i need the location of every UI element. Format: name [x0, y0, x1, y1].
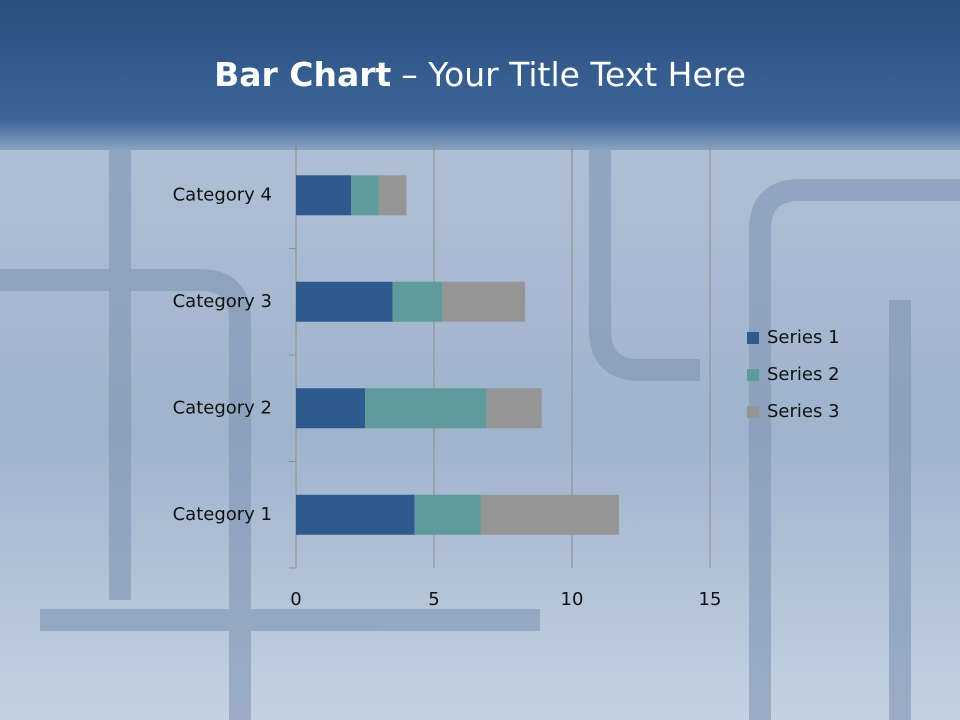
bar-segment [480, 494, 619, 535]
y-tick-label: Category 1 [173, 504, 272, 525]
title-rest: – Your Title Text Here [401, 55, 746, 94]
legend-label: Series 2 [767, 364, 840, 385]
bar-segment [296, 175, 352, 216]
legend-label: Series 3 [767, 401, 840, 422]
bar-segment [296, 494, 415, 535]
y-tick-label: Category 2 [173, 397, 272, 418]
x-tick-label: 5 [428, 589, 439, 610]
bar-segment [378, 175, 407, 216]
bar-segment [296, 281, 393, 322]
header-band [0, 0, 960, 150]
bar-segment [351, 175, 379, 216]
bar-segment [365, 388, 487, 429]
pipes-decor [0, 130, 960, 720]
chart: 0 5 10 15 Category 1 Category 2 Category 3 Cate… [173, 141, 840, 610]
legend-swatch [747, 369, 759, 381]
y-tick-label: Category 3 [173, 291, 272, 312]
bar-segment [392, 281, 443, 322]
legend-label: Series 1 [767, 327, 840, 348]
legend-swatch [747, 332, 759, 344]
bar-segment [442, 281, 526, 322]
y-tick-label: Category 4 [173, 184, 272, 205]
bar-segment [414, 494, 481, 535]
bar-segment [486, 388, 542, 429]
x-tick-label: 10 [561, 589, 584, 610]
bar-segment [296, 388, 365, 429]
slide-title: Bar Chart – Your Title Text Here [214, 55, 746, 94]
legend-swatch [747, 406, 759, 418]
title-bold: Bar Chart [214, 55, 391, 94]
x-tick-label: 0 [290, 589, 301, 610]
x-tick-label: 15 [699, 589, 722, 610]
